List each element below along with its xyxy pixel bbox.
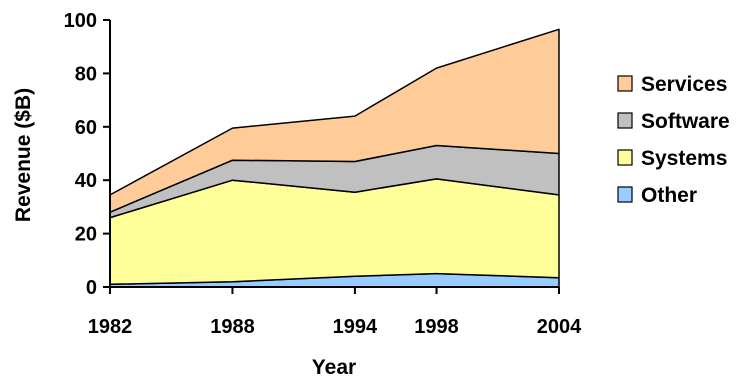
- y-tick-label: 20: [75, 224, 97, 246]
- area-series-group: [109, 28, 560, 288]
- legend-swatch-services: [617, 75, 633, 92]
- legend-swatch-systems: [617, 149, 633, 166]
- legend: Services Software Systems Other: [617, 73, 730, 207]
- x-tick-label: 2004: [537, 316, 582, 338]
- legend-swatch-software: [617, 112, 633, 129]
- legend-label-other: Other: [641, 184, 697, 207]
- x-tick-label: 1982: [88, 316, 133, 338]
- y-axis-title: Revenue ($B): [12, 88, 35, 222]
- x-tick-label: 1988: [210, 316, 255, 338]
- y-tick-label: 40: [75, 170, 97, 192]
- y-tick-label: 60: [75, 117, 97, 139]
- x-ticks: 1982 1988 1994 1998 2004: [88, 287, 582, 338]
- x-tick-label: 1998: [414, 316, 459, 338]
- legend-label-services: Services: [641, 73, 727, 96]
- legend-label-systems: Systems: [641, 147, 727, 170]
- x-tick-label: 1994: [333, 316, 378, 338]
- y-tick-label: 80: [75, 63, 97, 85]
- legend-swatch-other: [617, 186, 633, 203]
- y-ticks: 0 20 40 60 80 100: [64, 10, 110, 299]
- legend-label-software: Software: [641, 110, 730, 133]
- y-tick-label: 0: [86, 277, 97, 299]
- axes: [109, 20, 559, 288]
- y-tick-label: 100: [64, 10, 97, 32]
- x-axis-title: Year: [312, 356, 356, 379]
- area-series-services: [109, 28, 560, 213]
